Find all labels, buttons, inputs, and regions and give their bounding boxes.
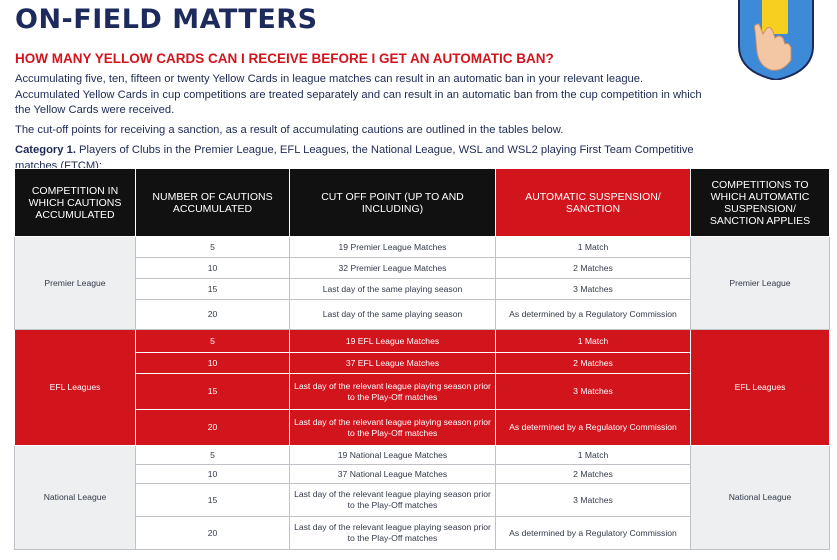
- sanction-cell: 2 Matches: [495, 352, 691, 374]
- sanction-cell: As determined by a Regulatory Commission: [495, 409, 691, 446]
- sanction-cell: 1 Match: [495, 445, 691, 465]
- cutoff-cell: Last day of the relevant league playing …: [289, 516, 496, 550]
- cautions-cell: 5: [135, 236, 290, 258]
- table-row: 10 32 Premier League Matches 2 Matches: [15, 257, 830, 279]
- cautions-cell: 20: [135, 516, 290, 550]
- applies-cell: EFL Leagues: [690, 329, 830, 446]
- sanction-cell: As determined by a Regulatory Commission: [495, 299, 691, 330]
- sanction-cell: 2 Matches: [495, 257, 691, 279]
- cautions-cell: 15: [135, 373, 290, 410]
- cutoff-intro-paragraph: The cut-off points for receiving a sanct…: [15, 124, 564, 136]
- cautions-cell: 10: [135, 257, 290, 279]
- table-row: 20 Last day of the relevant league playi…: [15, 516, 830, 550]
- accumulation-paragraph: Accumulating five, ten, fifteen or twent…: [15, 73, 702, 116]
- table-header-row: COMPETITION IN WHICH CAUTIONS ACCUMULATE…: [14, 168, 830, 237]
- sanction-cell: 2 Matches: [495, 464, 691, 484]
- cutoff-cell: 19 National League Matches: [289, 445, 496, 465]
- applies-cell: Premier League: [690, 236, 830, 330]
- cautions-cell: 5: [135, 445, 290, 465]
- sanction-cell: 1 Match: [495, 329, 691, 353]
- cutoff-cell: Last day of the same playing season: [289, 299, 496, 330]
- table-row: 10 37 EFL League Matches 2 Matches: [15, 352, 830, 374]
- table-row: 20 Last day of the same playing season A…: [15, 299, 830, 330]
- competition-cell: Premier League: [14, 236, 136, 330]
- cautions-cell: 10: [135, 352, 290, 374]
- header-competition: COMPETITION IN WHICH CAUTIONS ACCUMULATE…: [14, 168, 136, 237]
- cautions-cell: 15: [135, 483, 290, 517]
- table-row: Premier League 5 19 Premier League Match…: [14, 236, 830, 330]
- hand-holding-yellow-card-icon: [738, 0, 814, 80]
- table-row: 20 Last day of the relevant league playi…: [15, 409, 830, 446]
- cutoff-cell: 37 National League Matches: [289, 464, 496, 484]
- sanction-cell: As determined by a Regulatory Commission: [495, 516, 691, 550]
- sanction-cell: 3 Matches: [495, 278, 691, 300]
- cautions-cell: 15: [135, 278, 290, 300]
- competition-cell: EFL Leagues: [14, 329, 136, 446]
- cautions-cell: 20: [135, 299, 290, 330]
- cutoff-cell: Last day of the relevant league playing …: [289, 409, 496, 446]
- table-row: 15 Last day of the same playing season 3…: [15, 278, 830, 300]
- sanction-cell: 3 Matches: [495, 483, 691, 517]
- yellow-card-sanctions-table: COMPETITION IN WHICH CAUTIONS ACCUMULATE…: [14, 168, 830, 550]
- table-row: EFL Leagues 5 19 EFL League Matches 1 Ma…: [14, 329, 830, 446]
- competition-cell: National League: [14, 445, 136, 550]
- header-cutoff: CUT OFF POINT (UP TO AND INCLUDING): [289, 168, 496, 237]
- cautions-cell: 20: [135, 409, 290, 446]
- cutoff-cell: 19 EFL League Matches: [289, 329, 496, 353]
- applies-cell: National League: [690, 445, 830, 550]
- category-label: Category 1.: [15, 144, 76, 156]
- cutoff-cell: 37 EFL League Matches: [289, 352, 496, 374]
- header-cautions: NUMBER OF CAUTIONS ACCUMULATED: [135, 168, 290, 237]
- cutoff-cell: 19 Premier League Matches: [289, 236, 496, 258]
- ban-question-heading: HOW MANY YELLOW CARDS CAN I RECEIVE BEFO…: [15, 51, 554, 66]
- cutoff-cell: Last day of the same playing season: [289, 278, 496, 300]
- header-applies: COMPETITIONS TO WHICH AUTOMATIC SUSPENSI…: [690, 168, 830, 237]
- page-title: ON-FIELD MATTERS: [15, 4, 318, 35]
- sanction-cell: 3 Matches: [495, 373, 691, 410]
- header-suspension: AUTOMATIC SUSPENSION/ SANCTION: [495, 168, 691, 237]
- sanction-cell: 1 Match: [495, 236, 691, 258]
- cautions-cell: 5: [135, 329, 290, 353]
- table-row: 15 Last day of the relevant league playi…: [15, 373, 830, 410]
- cutoff-cell: Last day of the relevant league playing …: [289, 483, 496, 517]
- cutoff-cell: 32 Premier League Matches: [289, 257, 496, 279]
- cutoff-cell: Last day of the relevant league playing …: [289, 373, 496, 410]
- cautions-cell: 10: [135, 464, 290, 484]
- table-row: National League 5 19 National League Mat…: [14, 445, 830, 550]
